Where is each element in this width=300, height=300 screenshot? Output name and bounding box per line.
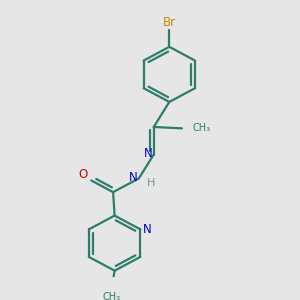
Text: CH₃: CH₃ <box>192 123 211 134</box>
Text: N: N <box>142 223 151 236</box>
Text: N: N <box>144 147 153 160</box>
Text: O: O <box>78 168 88 182</box>
Text: CH₃: CH₃ <box>103 292 121 300</box>
Text: Br: Br <box>163 16 176 29</box>
Text: H: H <box>147 178 155 188</box>
Text: N: N <box>129 170 138 184</box>
